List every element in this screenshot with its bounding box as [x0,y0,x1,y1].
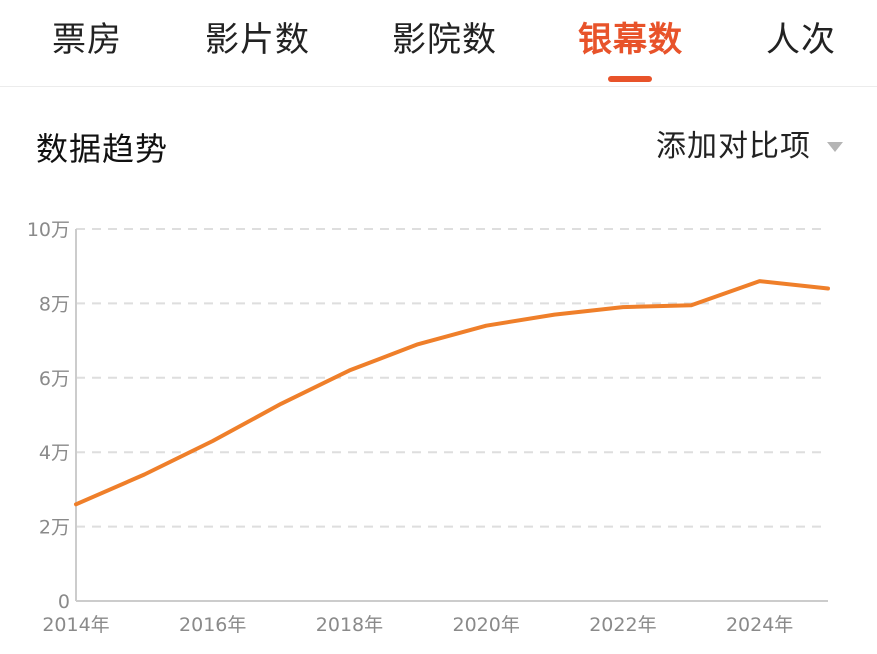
tab-screen-count[interactable]: 银幕数 [578,20,683,60]
x-tick-label: 2014年 [42,614,109,636]
x-tick-label: 2024年 [726,614,793,636]
active-tab-indicator [608,76,652,82]
y-tick-label: 6万 [39,368,70,390]
x-tick-label: 2016年 [179,614,246,636]
tab-box-office[interactable]: 票房 [52,20,122,60]
screen-count-series-line [74,279,830,507]
x-tick-label: 2018年 [316,614,383,636]
trend-line-chart: 0 2万 4万 6万 8万 10万 2014年 2016年 2018年 2020年 2022年 202… [27,219,830,636]
x-tick-label: 2022年 [589,614,656,636]
y-tick-label: 8万 [39,293,70,315]
tab-attendance[interactable]: 人次 [766,20,836,60]
add-comparison-label: 添加对比项 [656,129,811,164]
caret-down-icon [827,142,843,152]
y-tick-label: 10万 [27,219,70,241]
x-tick-label: 2020年 [453,614,520,636]
section-title: 数据趋势 [36,130,169,168]
add-comparison-dropdown[interactable]: 添加对比项 [656,126,843,168]
tab-cinema-count[interactable]: 影院数 [392,20,497,60]
y-tick-label: 0 [58,591,70,613]
tab-film-count[interactable]: 影片数 [205,20,310,60]
y-tick-label: 4万 [39,442,70,464]
y-tick-label: 2万 [39,517,70,539]
metric-tab-bar: 票房 影片数 影院数 银幕数 人次 [0,0,877,87]
